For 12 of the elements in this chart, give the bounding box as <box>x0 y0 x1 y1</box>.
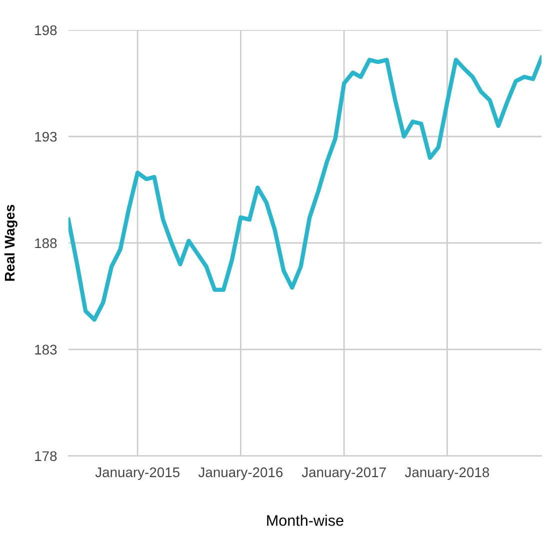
y-tick-label: 188 <box>35 238 57 248</box>
y-tick-label: 198 <box>35 25 57 36</box>
x-tick-label: January-2016 <box>198 467 283 480</box>
x-tick-label: January-2018 <box>404 467 490 480</box>
y-tick-label: 193 <box>35 132 57 142</box>
y-tick-label: 178 <box>35 451 57 462</box>
x-axis-title: Month-wise <box>267 514 344 526</box>
y-axis-title: Real Wages <box>4 204 18 281</box>
y-tick-label: 183 <box>35 344 57 355</box>
x-tick-label: January-2017 <box>302 467 386 480</box>
line-series <box>68 56 542 322</box>
x-tick-label: January-2015 <box>95 467 180 480</box>
